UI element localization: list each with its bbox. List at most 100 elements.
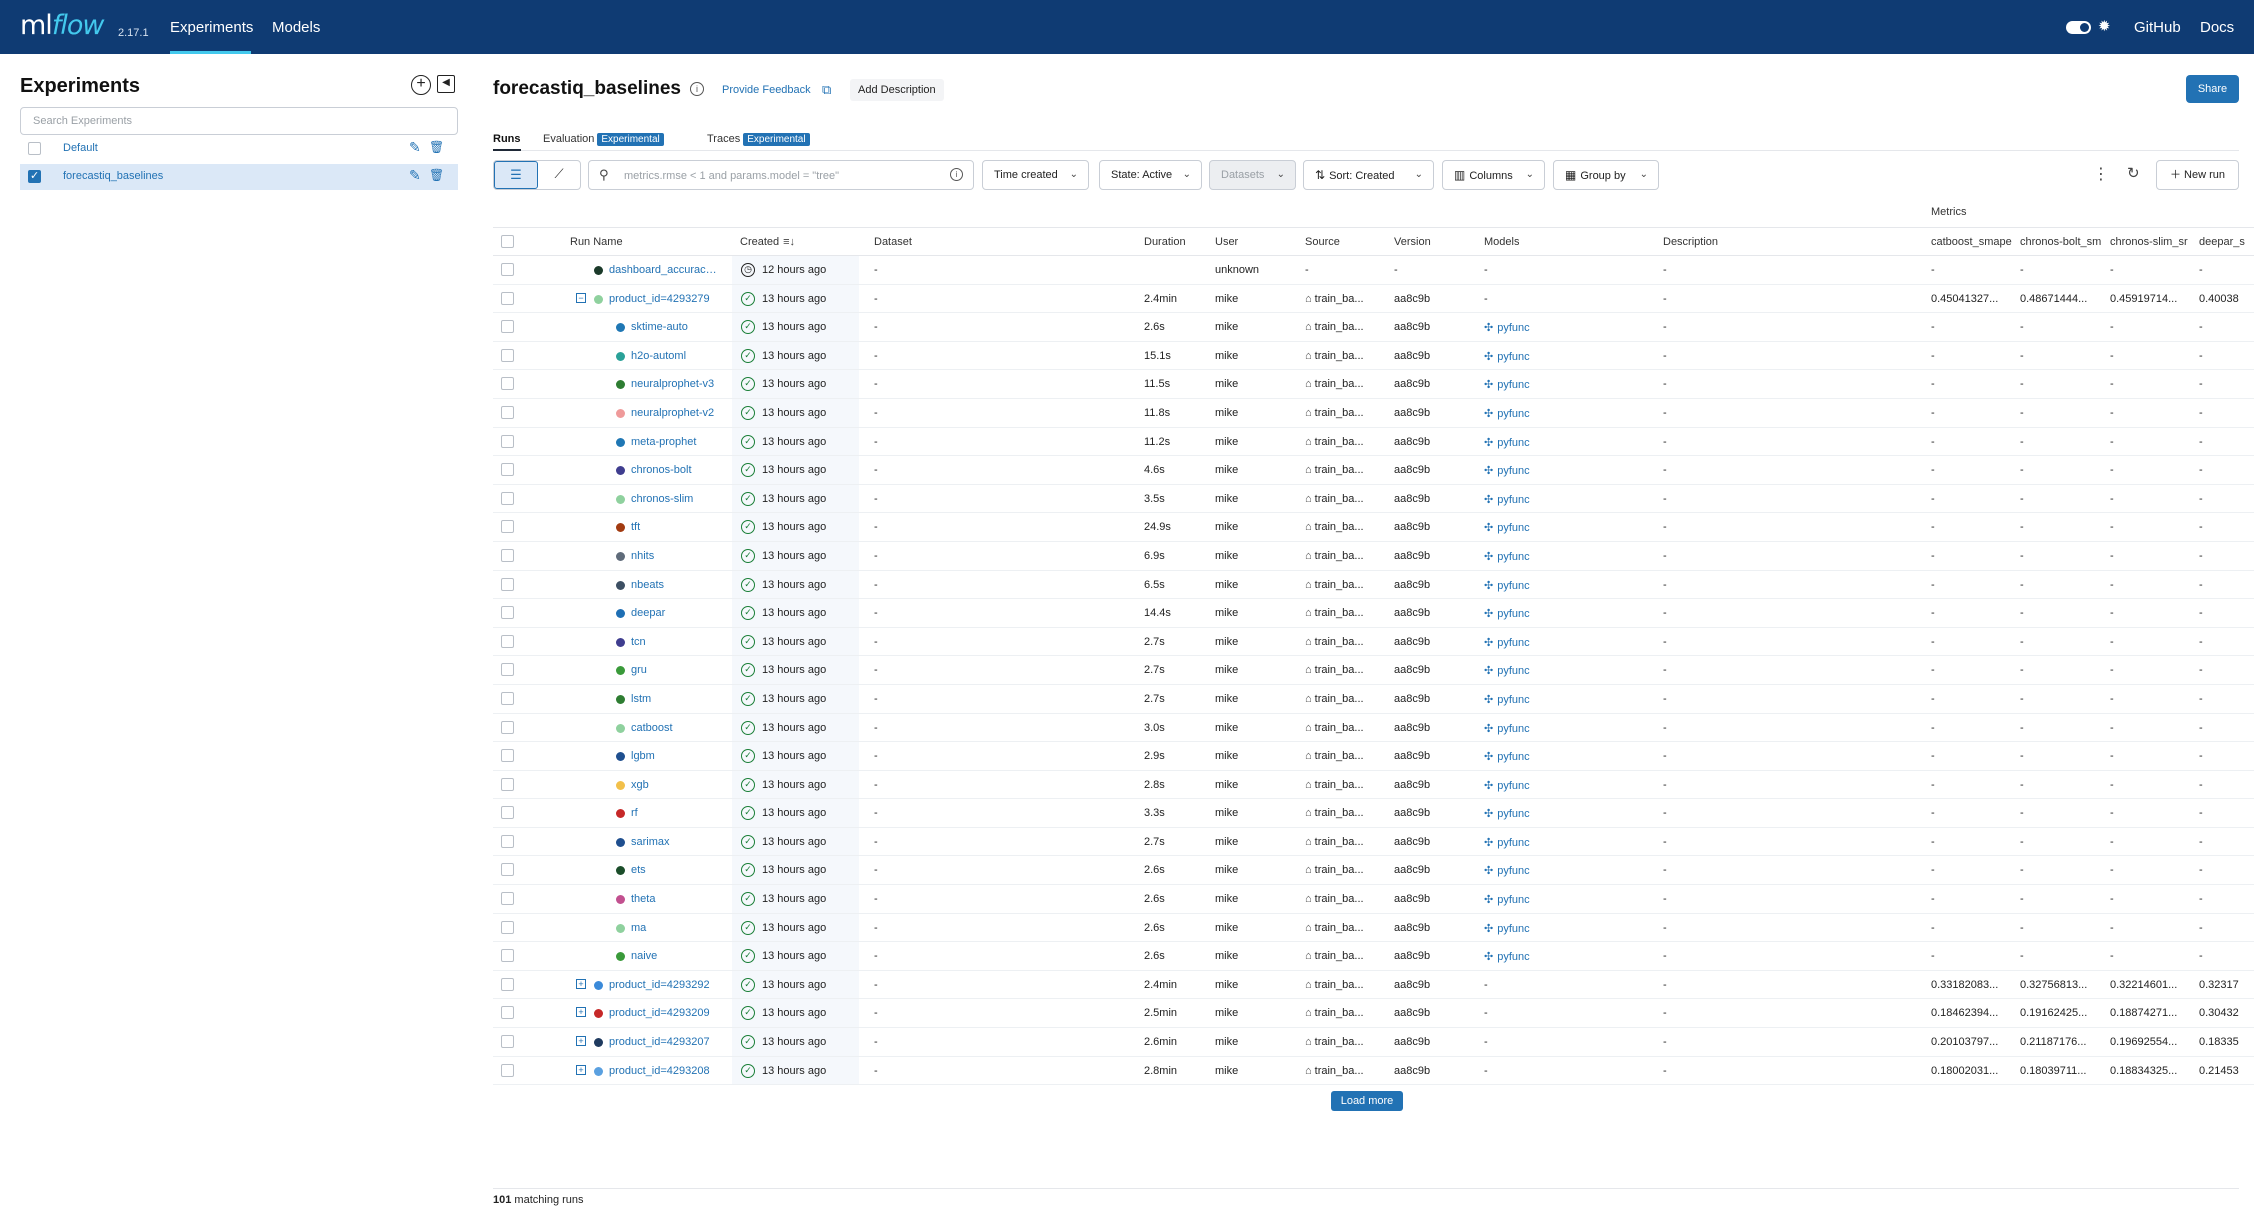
source-cell[interactable]: ⌂ train_ba... (1305, 750, 1385, 762)
source-cell[interactable]: ⌂ train_ba... (1305, 550, 1385, 562)
group-by-dropdown[interactable]: ▦ Group by ⌄ (1553, 160, 1659, 190)
run-name-link[interactable]: chronos-slim (631, 492, 694, 505)
row-checkbox[interactable] (501, 520, 514, 534)
state-dropdown[interactable]: State: Active ⌄ (1099, 160, 1202, 190)
row-checkbox[interactable] (501, 663, 514, 677)
chart-view-icon[interactable]: ⟋ (554, 166, 564, 181)
model-link[interactable]: ✣ pyfunc (1484, 378, 1530, 391)
tab-traces[interactable]: Traces Experimental (707, 133, 810, 146)
row-checkbox[interactable] (501, 977, 514, 991)
table-row[interactable]: naive ✓ 13 hours ago - 2.6s mike ⌂ train_ba... a… (493, 942, 2254, 971)
source-cell[interactable]: ⌂ train_ba... (1305, 664, 1385, 676)
expand-icon[interactable]: + (576, 1007, 586, 1018)
row-checkbox[interactable] (501, 463, 514, 477)
row-checkbox[interactable] (501, 749, 514, 763)
row-checkbox[interactable] (501, 634, 514, 648)
source-cell[interactable]: ⌂ train_ba... (1305, 836, 1385, 848)
model-link[interactable]: ✣ pyfunc (1484, 436, 1530, 449)
info-icon[interactable]: i (950, 168, 963, 181)
github-link[interactable]: GitHub (2134, 19, 2181, 36)
source-cell[interactable]: ⌂ train_ba... (1305, 807, 1385, 819)
model-link[interactable]: ✣ pyfunc (1484, 807, 1530, 820)
source-cell[interactable]: ⌂ train_ba... (1305, 407, 1385, 419)
source-cell[interactable]: ⌂ train_ba... (1305, 722, 1385, 734)
source-cell[interactable]: ⌂ train_ba... (1305, 950, 1385, 962)
tab-runs[interactable]: Runs (493, 133, 521, 145)
model-link[interactable]: ✣ pyfunc (1484, 693, 1530, 706)
model-link[interactable]: ✣ pyfunc (1484, 722, 1530, 735)
source-cell[interactable]: ⌂ train_ba... (1305, 493, 1385, 505)
table-row[interactable]: lgbm ✓ 13 hours ago - 2.9s mike ⌂ train_ba... aa… (493, 742, 2254, 771)
table-row[interactable]: + product_id=4293209 ✓ 13 hours ago - 2.5min m… (493, 999, 2254, 1029)
table-row[interactable]: tft ✓ 13 hours ago - 24.9s mike ⌂ train_ba... aa… (493, 513, 2254, 542)
row-checkbox[interactable] (501, 863, 514, 877)
source-cell[interactable]: ⌂ train_ba... (1305, 922, 1385, 934)
table-row[interactable]: theta ✓ 13 hours ago - 2.6s mike ⌂ train_ba... a… (493, 885, 2254, 914)
run-name-link[interactable]: deepar (631, 607, 666, 620)
theme-toggle[interactable] (2066, 21, 2091, 34)
run-name-link[interactable]: product_id=4293279 (609, 292, 710, 305)
new-run-button[interactable]: ＋ New run (2156, 160, 2239, 190)
expand-icon[interactable]: + (576, 978, 586, 989)
expand-icon[interactable]: + (576, 1064, 586, 1075)
model-link[interactable]: ✣ pyfunc (1484, 779, 1530, 792)
mlflow-logo[interactable]: mlflow (20, 10, 104, 41)
run-name-link[interactable]: naive (631, 950, 658, 963)
table-row[interactable]: h2o-automl ✓ 13 hours ago - 15.1s mike ⌂ train_… (493, 341, 2254, 371)
run-name-link[interactable]: nhits (631, 549, 655, 562)
table-row[interactable]: catboost ✓ 13 hours ago - 3.0s mike ⌂ train_ba.… (493, 713, 2254, 743)
source-cell[interactable]: ⌂ train_ba... (1305, 979, 1385, 991)
row-checkbox[interactable] (501, 263, 514, 276)
experiment-item-forecastiq-baselines[interactable]: forecastiq_baselines ✎ 🗑 (20, 164, 458, 190)
column-header-chronos-slim[interactable]: chronos-slim_sr (2110, 236, 2188, 248)
run-name-link[interactable]: sarimax (631, 835, 670, 848)
table-row[interactable]: ets ✓ 13 hours ago - 2.6s mike ⌂ train_ba... aa8… (493, 856, 2254, 886)
table-row[interactable]: gru ✓ 13 hours ago - 2.7s mike ⌂ train_ba... aa8… (493, 656, 2254, 685)
model-link[interactable]: ✣ pyfunc (1484, 750, 1530, 763)
source-cell[interactable]: ⌂ train_ba... (1305, 693, 1385, 705)
row-checkbox[interactable] (501, 834, 514, 848)
create-experiment-icon[interactable]: + (411, 75, 431, 95)
model-link[interactable]: ✣ pyfunc (1484, 636, 1530, 649)
column-header-models[interactable]: Models (1484, 236, 1520, 248)
run-name-link[interactable]: product_id=4293209 (609, 1007, 710, 1020)
search-experiments-input[interactable]: Search Experiments (20, 107, 458, 135)
row-checkbox[interactable] (501, 777, 514, 791)
table-view-icon[interactable]: ☰ (494, 161, 538, 189)
source-cell[interactable]: ⌂ train_ba... (1305, 864, 1385, 876)
run-name-link[interactable]: theta (631, 893, 656, 906)
collapse-icon[interactable]: − (576, 292, 586, 303)
select-all-checkbox[interactable] (501, 235, 514, 248)
pencil-icon[interactable]: ✎ (409, 167, 421, 183)
source-cell[interactable]: ⌂ train_ba... (1305, 579, 1385, 591)
row-checkbox[interactable] (501, 577, 514, 591)
table-row[interactable]: + product_id=4293292 ✓ 13 hours ago - 2.4min m… (493, 970, 2254, 1000)
row-checkbox[interactable] (501, 434, 514, 448)
column-header-created[interactable]: Created ≡↓ (740, 236, 795, 248)
run-name-link[interactable]: product_id=4293207 (609, 1036, 710, 1049)
expand-icon[interactable]: + (576, 1036, 586, 1047)
row-checkbox[interactable] (501, 691, 514, 705)
model-link[interactable]: ✣ pyfunc (1484, 922, 1530, 935)
model-link[interactable]: ✣ pyfunc (1484, 407, 1530, 420)
run-name-link[interactable]: h2o-automl (631, 349, 687, 362)
row-checkbox[interactable] (501, 291, 514, 305)
table-row[interactable]: chronos-bolt ✓ 13 hours ago - 4.6s mike ⌂ train… (493, 456, 2254, 485)
model-link[interactable]: ✣ pyfunc (1484, 579, 1530, 592)
model-link[interactable]: ✣ pyfunc (1484, 607, 1530, 620)
model-link[interactable]: ✣ pyfunc (1484, 836, 1530, 849)
run-name-link[interactable]: lstm (631, 692, 652, 705)
row-checkbox[interactable] (501, 491, 514, 505)
datasets-dropdown[interactable]: Datasets ⌄ (1209, 160, 1296, 190)
row-checkbox[interactable] (501, 920, 514, 934)
row-checkbox[interactable] (501, 377, 514, 391)
tab-evaluation[interactable]: Evaluation Experimental (543, 133, 664, 146)
row-checkbox[interactable] (501, 1035, 514, 1049)
table-row[interactable]: xgb ✓ 13 hours ago - 2.8s mike ⌂ train_ba... aa8… (493, 770, 2254, 800)
experiment-item-default[interactable]: Default ✎ 🗑 (20, 136, 458, 162)
row-checkbox[interactable] (501, 720, 514, 734)
model-link[interactable]: ✣ pyfunc (1484, 893, 1530, 906)
column-header-chronos-bolt[interactable]: chronos-bolt_sm (2020, 236, 2102, 248)
row-checkbox[interactable] (501, 548, 514, 562)
refresh-icon[interactable]: ↻ (2127, 165, 2140, 182)
